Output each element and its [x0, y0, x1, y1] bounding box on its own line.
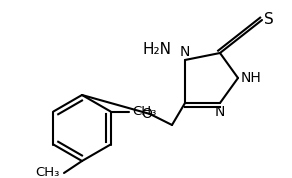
Text: CH₃: CH₃ [133, 105, 157, 118]
Text: N: N [215, 105, 225, 119]
Text: N: N [180, 45, 190, 59]
Text: NH: NH [241, 71, 262, 85]
Text: CH₃: CH₃ [36, 166, 60, 178]
Text: H₂N: H₂N [142, 43, 171, 57]
Text: S: S [264, 12, 274, 27]
Text: O: O [142, 107, 152, 121]
